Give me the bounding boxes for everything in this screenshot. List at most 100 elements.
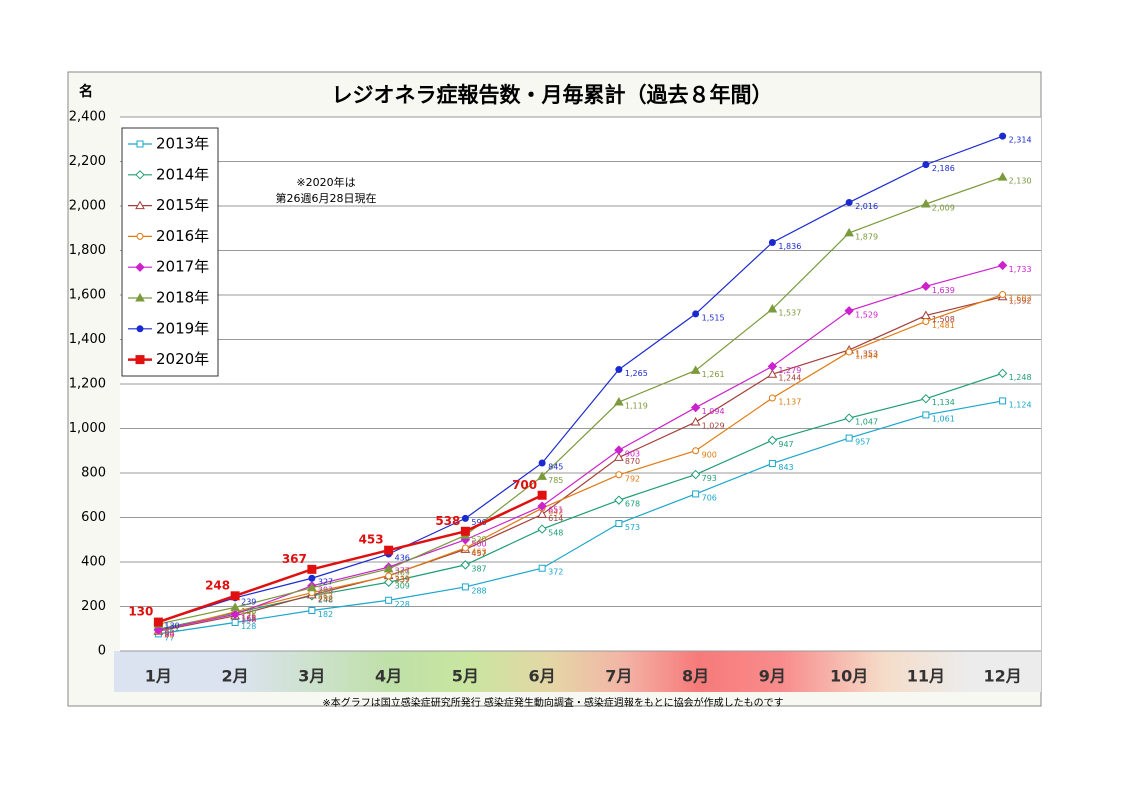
data-point — [921, 393, 931, 404]
data-point — [768, 394, 776, 402]
data-label: 248 — [318, 595, 333, 604]
data-label: 387 — [471, 564, 486, 573]
data-label: 457 — [471, 549, 486, 558]
x-tick-label: 3月 — [298, 667, 325, 686]
data-point — [537, 471, 547, 480]
data-label: 900 — [702, 450, 717, 459]
data-label: 1,265 — [625, 369, 648, 378]
footnote: ※本グラフは国立感染症研究所発行 感染症発生動向調査・感染症週報をもとに協会が作… — [322, 696, 783, 709]
data-label: 1,261 — [702, 370, 725, 379]
y-tick-label: 1,400 — [69, 332, 106, 347]
data-point — [461, 583, 469, 591]
data-label: 252 — [318, 594, 333, 603]
data-point — [999, 132, 1007, 140]
data-point — [537, 501, 547, 511]
data-label: 182 — [318, 610, 333, 619]
data-label: 792 — [625, 474, 640, 483]
data-point — [384, 545, 394, 555]
annotation: 第26週6月28日現在 — [276, 191, 377, 205]
data-label: 1,134 — [932, 398, 955, 407]
data-label: 678 — [625, 500, 640, 509]
data-label: 903 — [625, 450, 640, 459]
data-label: 196 — [241, 607, 256, 616]
data-point — [767, 369, 778, 378]
data-label: 573 — [625, 523, 640, 532]
data-label: 1,481 — [932, 321, 955, 330]
data-label: 785 — [548, 476, 563, 485]
data-point — [921, 281, 931, 292]
data-label: 520 — [471, 535, 486, 544]
legend-box — [121, 127, 219, 377]
data-point — [767, 435, 778, 445]
data-point — [692, 447, 700, 455]
data-label: 1,047 — [855, 418, 878, 427]
data-label: 1,137 — [778, 398, 801, 407]
data-point — [615, 520, 623, 528]
data-label: 1,515 — [702, 313, 725, 322]
data-point — [844, 413, 854, 423]
x-tick-label: 10月 — [830, 667, 868, 686]
data-label: 845 — [548, 462, 563, 471]
y-tick-label: 2,200 — [69, 154, 106, 169]
data-point — [538, 564, 546, 572]
legend-label: 2016年 — [156, 227, 209, 245]
data-point — [768, 459, 776, 467]
data-label: 1,344 — [855, 351, 878, 360]
data-label: 1,244 — [778, 374, 801, 383]
data-label: 1,094 — [702, 407, 725, 416]
legend-label: 2020年 — [156, 350, 209, 368]
x-tick-label: 1月 — [145, 667, 172, 686]
data-point — [997, 260, 1008, 271]
data-label: 128 — [241, 622, 256, 631]
series-line — [158, 293, 1003, 632]
data-point — [153, 625, 164, 635]
data-label: 1,529 — [855, 310, 878, 319]
data-label: 262 — [318, 592, 333, 601]
data-label: 538 — [435, 514, 460, 528]
y-tick-label: 1,800 — [69, 243, 106, 258]
data-label: 369 — [395, 568, 410, 577]
series-line — [158, 135, 1003, 623]
data-label: 548 — [548, 529, 563, 538]
data-point — [922, 161, 930, 169]
x-tick-label: 11月 — [907, 667, 945, 686]
data-point — [922, 411, 930, 419]
data-point — [308, 574, 316, 582]
legend-marker — [135, 200, 145, 210]
series-line — [157, 494, 543, 624]
legend-label: 2013年 — [156, 135, 209, 153]
data-point — [308, 607, 316, 615]
data-label: 500 — [471, 539, 486, 548]
data-label: 2,314 — [1009, 136, 1032, 145]
data-label: 339 — [395, 575, 410, 584]
data-point — [767, 361, 778, 372]
data-point — [615, 471, 623, 479]
data-label: 957 — [855, 438, 870, 447]
data-label: 463 — [471, 547, 486, 556]
legend-label: 2019年 — [156, 319, 209, 337]
y-tick-label: 200 — [81, 599, 106, 614]
data-label: 377 — [395, 567, 410, 576]
data-label: 94 — [164, 630, 174, 639]
data-point — [537, 524, 547, 534]
series-line — [158, 296, 1003, 632]
data-point — [845, 198, 853, 206]
data-label: 1,639 — [932, 286, 955, 295]
data-label: 309 — [395, 582, 410, 591]
data-point — [230, 591, 240, 601]
data-label: 1,592 — [1009, 296, 1032, 305]
data-label: 284 — [318, 587, 333, 596]
data-label: 130 — [128, 605, 153, 619]
data-label: 1,879 — [855, 232, 878, 241]
data-label: 372 — [548, 568, 563, 577]
data-point — [230, 602, 240, 611]
legend-marker — [136, 325, 144, 333]
data-point — [614, 445, 624, 455]
x-tick-label: 12月 — [983, 667, 1021, 686]
data-label: 453 — [359, 533, 384, 547]
y-tick-label: 1,600 — [69, 288, 106, 303]
data-point — [537, 490, 547, 500]
data-label: 130 — [164, 622, 179, 631]
data-label: 288 — [471, 586, 486, 595]
data-point — [922, 317, 930, 325]
